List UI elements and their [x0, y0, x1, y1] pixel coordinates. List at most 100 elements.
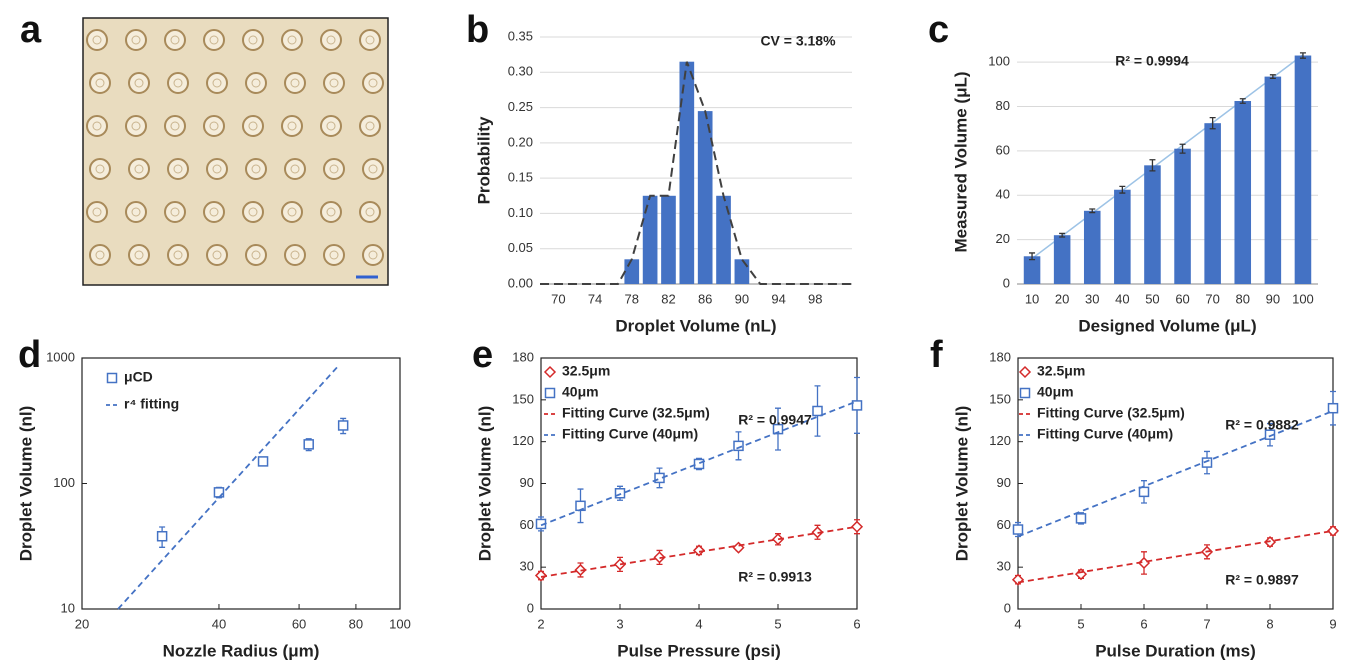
bar — [697, 111, 713, 284]
point — [1011, 573, 1025, 586]
well-center — [287, 207, 297, 217]
well-center — [212, 250, 222, 260]
point — [613, 558, 627, 571]
fit-curve — [540, 61, 852, 285]
point — [1201, 457, 1213, 468]
well — [284, 244, 306, 266]
well — [125, 29, 147, 51]
well-center — [95, 164, 105, 174]
x-tick-label: 6 — [1140, 616, 1147, 631]
x-tick-label: 100 — [1292, 291, 1314, 306]
well — [125, 115, 147, 137]
legend-label: 32.5μm — [562, 363, 610, 379]
y-tick-label: 120 — [989, 433, 1011, 448]
legend-marker — [1018, 365, 1032, 379]
x-tick-label: 70 — [551, 291, 565, 306]
well — [359, 29, 381, 51]
well — [284, 158, 306, 180]
point — [850, 520, 864, 533]
panel-label: d — [18, 334, 41, 376]
legend-label: 40μm — [562, 384, 599, 400]
x-tick-label: 86 — [698, 291, 712, 306]
y-axis-title: Droplet Volume (nl) — [16, 406, 35, 562]
x-tick-label: 2 — [537, 616, 544, 631]
well — [128, 158, 150, 180]
legend-label: Fitting Curve (32.5μm) — [1037, 405, 1185, 421]
well-center — [287, 35, 297, 45]
point — [1074, 568, 1088, 581]
panel-label: c — [928, 9, 949, 51]
point — [534, 569, 548, 582]
error-bar — [1239, 98, 1246, 104]
error-bar — [1059, 232, 1066, 238]
point — [1075, 513, 1087, 524]
y-tick-label: 30 — [997, 559, 1011, 574]
well-center — [326, 35, 336, 45]
well-center — [209, 207, 219, 217]
error-bar — [1149, 159, 1156, 172]
y-tick-label: 20 — [996, 231, 1010, 246]
bar — [624, 259, 640, 284]
well-center — [248, 35, 258, 45]
annotation: R² = 0.9882 — [1225, 417, 1299, 433]
x-tick-label: 60 — [1175, 291, 1189, 306]
legend-label: 32.5μm — [1037, 363, 1085, 379]
well — [362, 158, 384, 180]
x-tick-label: 20 — [1055, 291, 1069, 306]
x-tick-label: 80 — [1236, 291, 1250, 306]
well-center — [173, 78, 183, 88]
x-tick-label: 6 — [853, 616, 860, 631]
bar — [734, 259, 750, 284]
well-center — [95, 250, 105, 260]
x-tick-label: 100 — [389, 616, 411, 631]
point — [257, 456, 269, 467]
well — [281, 201, 303, 223]
y-axis-title: Droplet Volume (nl) — [952, 406, 971, 562]
well-center — [251, 250, 261, 260]
well — [359, 115, 381, 137]
well-center — [248, 121, 258, 131]
point — [732, 541, 745, 554]
well — [128, 244, 150, 266]
bar — [1023, 256, 1041, 284]
well-center — [290, 250, 300, 260]
error-bar — [1179, 143, 1186, 154]
y-tick-label: 180 — [989, 349, 1011, 364]
x-tick-label: 50 — [1145, 291, 1159, 306]
well — [359, 201, 381, 223]
well — [86, 115, 108, 137]
fit-line — [540, 400, 858, 527]
fit-line — [1017, 410, 1334, 538]
point — [851, 400, 863, 411]
well — [320, 29, 342, 51]
point — [812, 405, 823, 417]
bar — [1053, 235, 1071, 284]
y-tick-label: 0.05 — [508, 240, 533, 255]
well — [89, 72, 111, 94]
well — [206, 158, 228, 180]
well-center — [326, 121, 336, 131]
point — [337, 420, 349, 431]
legend-label: Fitting Curve (40μm) — [1037, 426, 1173, 442]
legend-label: Fitting Curve (32.5μm) — [562, 405, 710, 421]
micrograph — [82, 17, 389, 286]
y-tick-label: 0.15 — [508, 170, 533, 185]
legend-marker — [1019, 387, 1031, 399]
well-center — [290, 78, 300, 88]
well — [320, 115, 342, 137]
fit-line — [540, 525, 858, 578]
well — [281, 29, 303, 51]
y-tick-label: 0.25 — [508, 99, 533, 114]
point — [303, 439, 314, 450]
well — [164, 115, 186, 137]
annotation: R² = 0.9897 — [1225, 572, 1299, 588]
well-center — [365, 207, 375, 217]
well-center — [170, 207, 180, 217]
y-tick-label: 100 — [988, 54, 1010, 69]
well-center — [134, 164, 144, 174]
legend-marker — [543, 365, 557, 379]
bar — [1234, 101, 1252, 284]
legend-marker — [106, 372, 118, 384]
well — [89, 244, 111, 266]
